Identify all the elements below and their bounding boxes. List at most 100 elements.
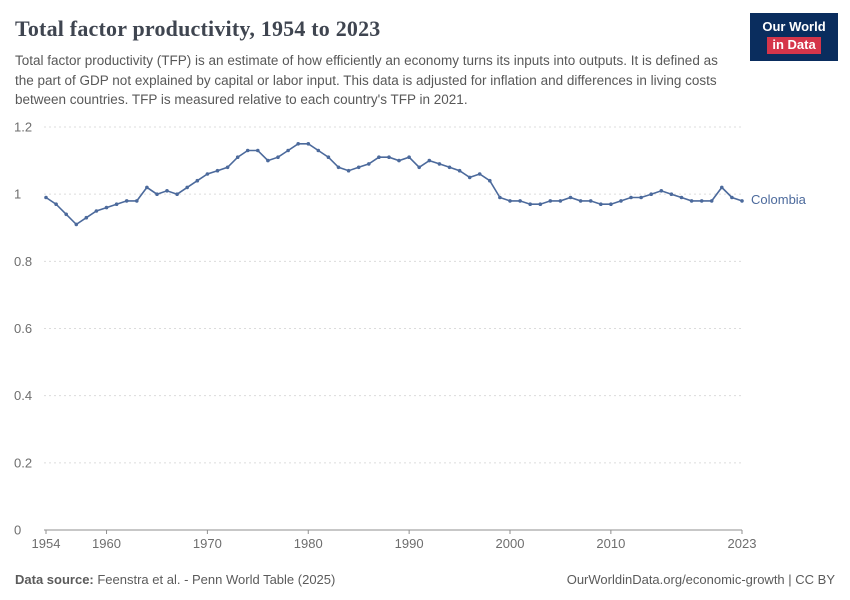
data-point[interactable] <box>54 202 58 206</box>
data-point[interactable] <box>740 199 744 203</box>
chart-subtitle: Total factor productivity (TFP) is an es… <box>15 53 718 108</box>
x-axis-tick-label: 1990 <box>395 536 424 551</box>
data-point[interactable] <box>609 202 613 206</box>
y-axis-tick-label: 0.4 <box>14 388 32 403</box>
data-point[interactable] <box>387 155 391 159</box>
data-point[interactable] <box>114 202 119 206</box>
data-point[interactable] <box>74 222 79 227</box>
data-point[interactable] <box>659 189 664 193</box>
x-axis-tick-label: 1980 <box>294 536 323 551</box>
data-point[interactable] <box>195 178 200 183</box>
data-point[interactable] <box>266 158 270 163</box>
data-point[interactable] <box>447 165 452 170</box>
data-point[interactable] <box>145 185 149 190</box>
x-axis-tick-label: 2010 <box>596 536 625 551</box>
data-point[interactable] <box>639 195 643 200</box>
data-point[interactable] <box>225 165 230 170</box>
data-point[interactable] <box>326 155 331 159</box>
data-point[interactable] <box>185 185 189 190</box>
data-point[interactable] <box>477 172 482 176</box>
data-point[interactable] <box>296 142 301 146</box>
data-point[interactable] <box>346 168 351 173</box>
x-axis-tick-label: 1960 <box>92 536 121 551</box>
data-point[interactable] <box>699 199 704 203</box>
y-axis-tick-label: 0 <box>14 523 21 538</box>
series-entity-label[interactable]: Colombia <box>751 191 806 207</box>
data-point[interactable] <box>64 212 68 217</box>
owid-logo-line1: Our World <box>762 19 826 34</box>
data-source-value: Feenstra et al. - Penn World Table (2025… <box>93 572 336 587</box>
data-point[interactable] <box>649 192 653 196</box>
data-point[interactable] <box>417 165 422 170</box>
data-point[interactable] <box>255 148 260 153</box>
data-point[interactable] <box>215 168 220 173</box>
x-axis-tick-label: 1970 <box>193 536 222 551</box>
data-point[interactable] <box>720 185 724 190</box>
data-point[interactable] <box>528 202 532 206</box>
data-point[interactable] <box>518 199 522 203</box>
data-point[interactable] <box>124 199 129 203</box>
data-point[interactable] <box>397 158 401 163</box>
data-point[interactable] <box>94 209 99 213</box>
data-point[interactable] <box>508 199 512 203</box>
data-point[interactable] <box>488 178 492 183</box>
data-point[interactable] <box>437 162 442 166</box>
y-axis-tick-label: 0.6 <box>14 321 32 336</box>
data-point[interactable] <box>619 199 623 203</box>
y-axis-tick-label: 1.2 <box>14 120 32 135</box>
data-point[interactable] <box>457 168 462 173</box>
data-point[interactable] <box>629 195 633 200</box>
x-axis-tick-label: 2000 <box>496 536 525 551</box>
page-title: Total factor productivity, 1954 to 2023 <box>15 16 381 41</box>
y-axis-tick-label: 1 <box>14 187 21 202</box>
series-line-colombia <box>45 143 743 226</box>
data-point[interactable] <box>730 195 734 200</box>
data-point[interactable] <box>205 172 210 176</box>
data-point[interactable] <box>276 155 280 159</box>
data-source-label: Data source: <box>15 572 94 587</box>
data-point[interactable] <box>155 192 159 196</box>
data-point[interactable] <box>175 192 179 196</box>
data-point[interactable] <box>316 148 321 153</box>
chart-footer: Data source: Feenstra et al. - Penn Worl… <box>15 572 835 587</box>
data-point[interactable] <box>235 155 240 159</box>
data-point[interactable] <box>407 155 411 159</box>
data-point[interactable] <box>245 148 250 153</box>
owid-logo-line2: in Data <box>767 36 821 54</box>
data-point[interactable] <box>538 202 543 206</box>
data-point[interactable] <box>306 142 311 146</box>
data-point[interactable] <box>689 199 694 203</box>
data-source-text: Data source: Feenstra et al. - Penn Worl… <box>15 572 335 587</box>
data-point[interactable] <box>578 199 583 203</box>
data-point[interactable] <box>548 199 553 203</box>
data-point[interactable] <box>669 192 674 196</box>
data-point[interactable] <box>467 175 472 180</box>
y-axis-tick-label: 0.2 <box>14 455 32 470</box>
data-point[interactable] <box>679 195 684 200</box>
data-point[interactable] <box>558 199 563 203</box>
data-point[interactable] <box>599 202 603 206</box>
data-point[interactable] <box>377 155 381 159</box>
x-axis-tick-label: 1954 <box>32 536 61 551</box>
owid-logo[interactable]: Our World in Data <box>750 13 838 61</box>
data-point[interactable] <box>356 165 361 170</box>
data-point[interactable] <box>336 165 341 170</box>
data-point[interactable] <box>44 195 48 200</box>
x-axis-tick-label: 2023 <box>728 536 757 551</box>
data-point[interactable] <box>286 148 290 153</box>
data-point[interactable] <box>165 189 169 193</box>
data-point[interactable] <box>498 195 502 200</box>
data-point[interactable] <box>367 162 371 166</box>
owid-url-license-link[interactable]: OurWorldinData.org/economic-growth | CC … <box>566 572 835 587</box>
data-point[interactable] <box>135 199 139 203</box>
data-point[interactable] <box>568 195 573 200</box>
y-axis-tick-label: 0.8 <box>14 254 32 269</box>
data-point[interactable] <box>84 215 89 220</box>
chart-header: Total factor productivity, 1954 to 2023 … <box>15 16 722 110</box>
data-point[interactable] <box>427 158 432 163</box>
data-point[interactable] <box>588 199 593 203</box>
data-point[interactable] <box>104 205 109 210</box>
data-point[interactable] <box>709 199 714 203</box>
